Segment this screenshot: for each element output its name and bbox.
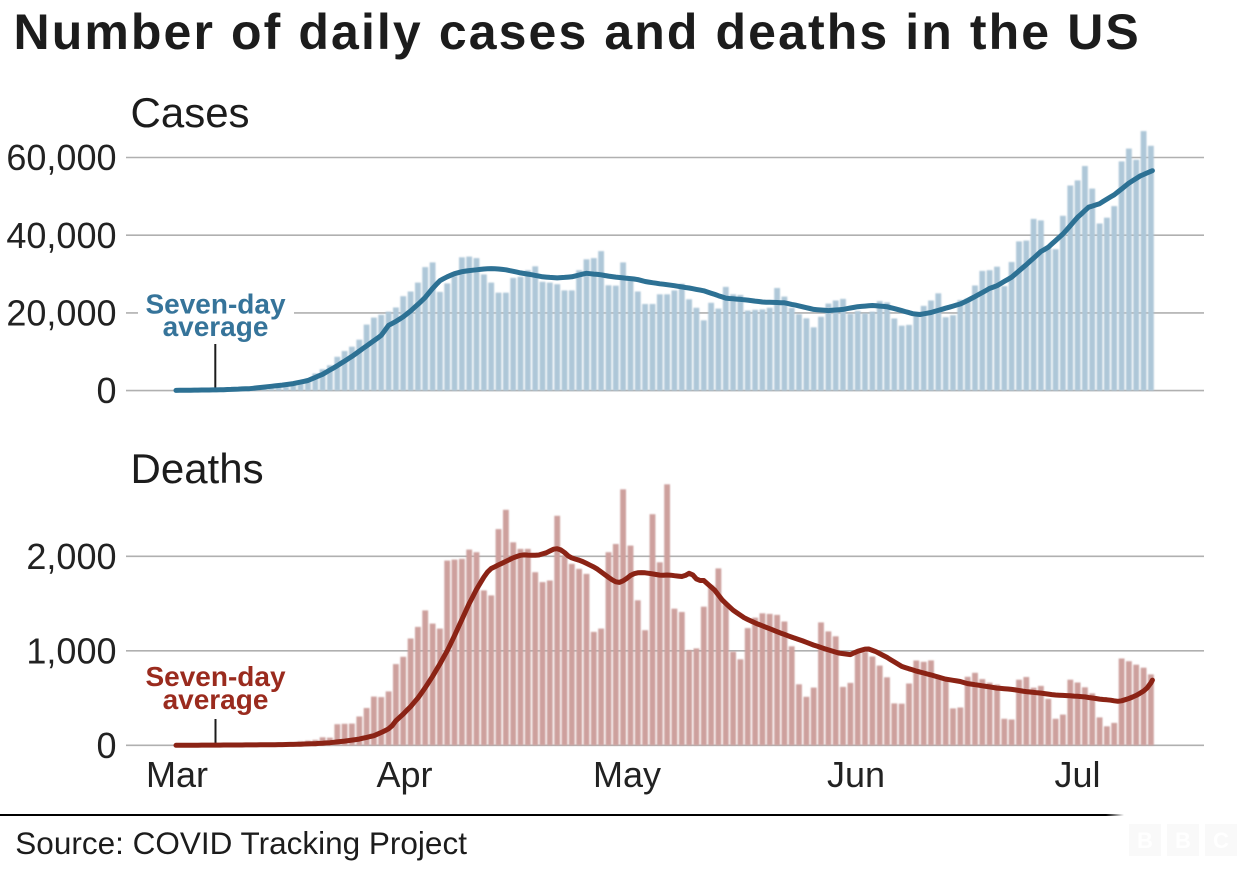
svg-text:May: May bbox=[593, 754, 661, 795]
svg-text:1,000: 1,000 bbox=[26, 630, 116, 671]
svg-text:B: B bbox=[1137, 828, 1153, 853]
svg-text:2,000: 2,000 bbox=[26, 536, 116, 577]
svg-text:Apr: Apr bbox=[376, 754, 432, 795]
svg-text:C: C bbox=[1213, 828, 1229, 853]
svg-text:Seven-day: Seven-day bbox=[145, 288, 285, 319]
svg-text:40,000: 40,000 bbox=[6, 215, 116, 256]
svg-text:average: average bbox=[163, 311, 269, 342]
svg-text:B: B bbox=[1175, 828, 1191, 853]
svg-text:average: average bbox=[163, 684, 269, 715]
svg-text:Deaths: Deaths bbox=[131, 445, 264, 492]
svg-text:Jul: Jul bbox=[1054, 754, 1100, 795]
svg-text:0: 0 bbox=[96, 370, 116, 411]
svg-text:Cases: Cases bbox=[131, 89, 250, 136]
svg-text:Number of daily cases and deat: Number of daily cases and deaths in the … bbox=[14, 4, 1141, 60]
svg-text:Source: COVID Tracking Project: Source: COVID Tracking Project bbox=[15, 825, 467, 861]
svg-text:Seven-day: Seven-day bbox=[145, 661, 285, 692]
svg-text:Jun: Jun bbox=[827, 754, 885, 795]
svg-text:Mar: Mar bbox=[146, 754, 208, 795]
svg-text:60,000: 60,000 bbox=[6, 137, 116, 178]
svg-text:0: 0 bbox=[96, 725, 116, 766]
svg-text:20,000: 20,000 bbox=[6, 293, 116, 334]
